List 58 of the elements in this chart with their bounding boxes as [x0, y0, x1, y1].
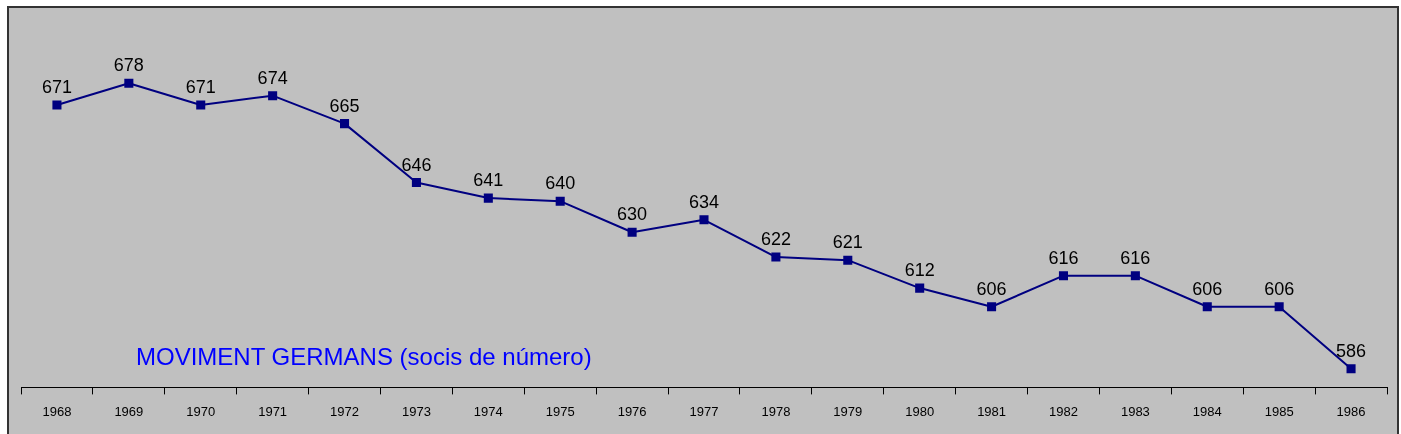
- point: [196, 100, 206, 110]
- point: [627, 227, 637, 237]
- x-tick-label: 1972: [330, 403, 359, 419]
- data-label: 671: [185, 77, 216, 97]
- x-tick-label: 1971: [258, 403, 288, 419]
- point: [843, 255, 853, 265]
- data-label: 621: [832, 232, 863, 253]
- data-label: 586: [1336, 340, 1367, 361]
- point: [1346, 364, 1356, 374]
- point: [915, 283, 925, 293]
- text: MOVIMENT GERMANS (socis de número): [136, 343, 592, 371]
- x-tick-label: 1977: [689, 403, 719, 419]
- point: [987, 302, 997, 312]
- data-label: 678: [113, 55, 144, 76]
- data-label: 606: [1192, 278, 1223, 299]
- x-tick-label: 1976: [617, 403, 647, 419]
- x-tick-label: 1979: [833, 403, 863, 419]
- x-tick-label: 1973: [401, 403, 431, 419]
- point: [1274, 302, 1284, 312]
- x-tick-label: 1978: [761, 403, 791, 419]
- point: [699, 215, 709, 225]
- data-label: 622: [760, 229, 791, 250]
- point: [268, 91, 278, 101]
- data-label: 674: [257, 67, 288, 88]
- data-label: 665: [329, 95, 360, 116]
- data-label: 606: [976, 278, 1007, 299]
- point: [124, 78, 134, 88]
- x-tick-label: 1981: [977, 403, 1007, 419]
- x-tick-label: 1980: [905, 403, 935, 419]
- data-label: 641: [473, 170, 504, 191]
- x-tick-label: 1975: [545, 403, 575, 419]
- point: [1058, 271, 1069, 281]
- x-tick-label: 1982: [1049, 403, 1078, 419]
- data-label: 671: [41, 77, 72, 97]
- data-label: 612: [904, 260, 935, 281]
- point: [339, 119, 350, 129]
- data-label: 634: [688, 191, 720, 212]
- x-tick-label: 1986: [1336, 403, 1366, 419]
- point: [1202, 302, 1212, 312]
- point: [555, 196, 565, 206]
- point: [1130, 271, 1140, 281]
- point: [483, 193, 493, 203]
- x-tick-label: 1985: [1264, 403, 1294, 419]
- x-tick-label: 1974: [473, 403, 503, 419]
- data-label: 616: [1120, 247, 1151, 268]
- x-tick-label: 1969: [114, 403, 144, 419]
- data-label: 640: [545, 173, 576, 194]
- point: [52, 100, 62, 110]
- data-label: 616: [1048, 247, 1079, 268]
- point: [411, 178, 421, 188]
- x-tick-label: 1984: [1192, 403, 1222, 419]
- data-label: 630: [617, 204, 648, 225]
- data-label: 606: [1264, 278, 1295, 299]
- data-label: 646: [401, 154, 432, 175]
- point: [771, 252, 781, 262]
- x-tick-label: 1968: [42, 403, 72, 419]
- x-tick-label: 1970: [186, 403, 216, 419]
- x-tick-label: 1983: [1120, 403, 1150, 419]
